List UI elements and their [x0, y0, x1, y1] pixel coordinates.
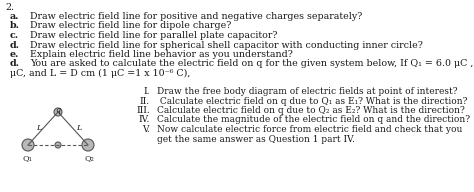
Text: L: L [76, 124, 82, 132]
Text: Calculate electric field on q due to Q₁ as E₁? What is the direction?: Calculate electric field on q due to Q₁ … [157, 97, 467, 105]
Text: get the same answer as Question 1 part IV.: get the same answer as Question 1 part I… [157, 135, 355, 143]
Text: d.: d. [10, 41, 20, 50]
Text: Draw electric field line for spherical shell capacitor with conducting inner cir: Draw electric field line for spherical s… [30, 41, 423, 50]
Circle shape [22, 139, 34, 151]
Text: a.: a. [10, 12, 19, 21]
Text: You are asked to calculate the electric field on q for the given system below, I: You are asked to calculate the electric … [30, 60, 474, 69]
Text: Draw the free body diagram of electric fields at point of interest?: Draw the free body diagram of electric f… [157, 87, 457, 96]
Text: b.: b. [10, 22, 20, 31]
Text: Explain electric field line behavior as you understand?: Explain electric field line behavior as … [30, 50, 293, 59]
Text: IV.: IV. [138, 116, 150, 124]
Text: Calculate electric field on q due to Q₂ as E₂? What is the direction?: Calculate electric field on q due to Q₂ … [157, 106, 465, 115]
Text: Q₂: Q₂ [85, 154, 95, 162]
Text: Now calculate electric force from electric field and check that you: Now calculate electric force from electr… [157, 125, 462, 134]
Text: q: q [55, 106, 60, 114]
Text: 2.: 2. [5, 3, 14, 12]
Text: II.: II. [140, 97, 150, 105]
Text: Draw electric field line for parallel plate capacitor?: Draw electric field line for parallel pl… [30, 31, 277, 40]
Text: d.: d. [10, 60, 20, 69]
Text: Q₁: Q₁ [23, 154, 33, 162]
Text: L: L [36, 124, 41, 132]
Text: Draw electric field line for dipole charge?: Draw electric field line for dipole char… [30, 22, 231, 31]
Circle shape [82, 139, 94, 151]
Text: c.: c. [10, 31, 19, 40]
Text: Draw electric field line for positive and negative charges separately?: Draw electric field line for positive an… [30, 12, 363, 21]
Text: I.: I. [144, 87, 150, 96]
Circle shape [55, 142, 61, 148]
Text: III.: III. [136, 106, 150, 115]
Circle shape [54, 108, 62, 116]
Text: V.: V. [142, 125, 150, 134]
Text: Calculate the magnitude of the electric field on q and the direction?: Calculate the magnitude of the electric … [157, 116, 470, 124]
Text: e.: e. [10, 50, 19, 59]
Text: μC, and L = D cm (1 μC =1 x 10⁻⁶ C),: μC, and L = D cm (1 μC =1 x 10⁻⁶ C), [10, 69, 191, 78]
